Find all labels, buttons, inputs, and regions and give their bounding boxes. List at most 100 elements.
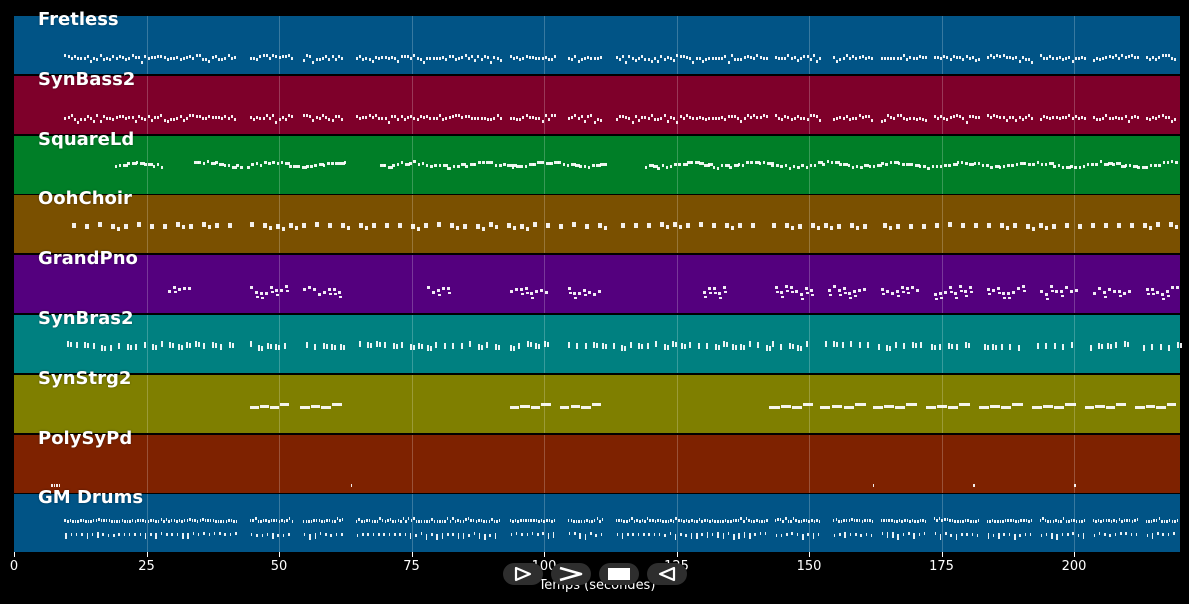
note [695, 160, 701, 164]
note [1078, 165, 1081, 169]
note [177, 288, 181, 292]
note [367, 342, 369, 348]
note [923, 532, 926, 536]
note [670, 57, 672, 60]
note [956, 113, 958, 117]
note [493, 56, 496, 59]
note [186, 519, 189, 523]
note [56, 483, 58, 487]
note [384, 520, 387, 524]
note [692, 61, 695, 64]
note [981, 163, 985, 167]
note [913, 533, 915, 540]
note [959, 520, 962, 524]
note [519, 288, 523, 292]
note [435, 57, 438, 60]
note [1152, 115, 1154, 119]
note [698, 115, 701, 119]
note [646, 517, 649, 521]
note [587, 291, 591, 295]
stop-button[interactable] [599, 563, 639, 585]
note [1084, 116, 1087, 120]
note [367, 533, 369, 537]
note [192, 532, 195, 536]
note [644, 115, 647, 119]
note [1099, 117, 1101, 121]
note [368, 519, 371, 523]
note [582, 289, 586, 293]
note [1032, 162, 1035, 166]
rewind-button[interactable] [647, 563, 687, 585]
note [338, 114, 340, 118]
fast-forward-button[interactable] [551, 563, 591, 585]
note [77, 57, 80, 60]
note [902, 162, 905, 166]
note [397, 223, 402, 229]
note [943, 55, 946, 58]
note [722, 520, 724, 524]
note [1117, 290, 1121, 294]
note [574, 113, 577, 117]
note [593, 519, 596, 523]
note [1065, 520, 1068, 524]
note [111, 520, 113, 524]
note [90, 60, 92, 63]
note [861, 55, 864, 58]
note [302, 520, 305, 524]
note [259, 55, 262, 58]
note [616, 533, 619, 537]
note [1131, 520, 1134, 524]
note [129, 520, 131, 524]
x-tick-label: 200 [1061, 559, 1087, 574]
note [705, 58, 708, 61]
note [727, 520, 729, 524]
note [415, 534, 417, 538]
note [407, 517, 410, 521]
note [1158, 163, 1161, 167]
note [85, 224, 90, 230]
note [134, 119, 137, 123]
note [759, 115, 762, 119]
note [987, 223, 992, 229]
note [288, 517, 291, 521]
note [972, 520, 975, 524]
note [205, 116, 208, 120]
note [1162, 160, 1165, 164]
note [163, 56, 166, 59]
note [885, 519, 888, 523]
note [959, 56, 962, 59]
note [462, 533, 465, 540]
note [1018, 115, 1021, 119]
note [445, 58, 448, 61]
note [429, 116, 432, 120]
note [328, 519, 331, 523]
note [1123, 519, 1126, 523]
note [1018, 60, 1021, 63]
note [179, 114, 182, 118]
note [312, 288, 316, 292]
note [388, 533, 391, 537]
note [989, 520, 991, 524]
note [593, 120, 596, 124]
note [516, 164, 522, 168]
note [759, 56, 762, 59]
note [992, 534, 995, 538]
note [256, 115, 259, 119]
note [439, 57, 441, 60]
note [1007, 297, 1011, 300]
note [366, 519, 368, 523]
note [186, 342, 188, 348]
note [727, 114, 730, 118]
note [1065, 115, 1068, 119]
note [550, 161, 553, 165]
note [77, 520, 79, 524]
note [1009, 115, 1011, 119]
note [822, 162, 825, 166]
note [126, 520, 129, 524]
note [257, 520, 260, 524]
note [361, 520, 363, 524]
play-button[interactable] [503, 563, 543, 585]
note [269, 405, 279, 409]
note [285, 55, 287, 58]
note [903, 54, 905, 57]
